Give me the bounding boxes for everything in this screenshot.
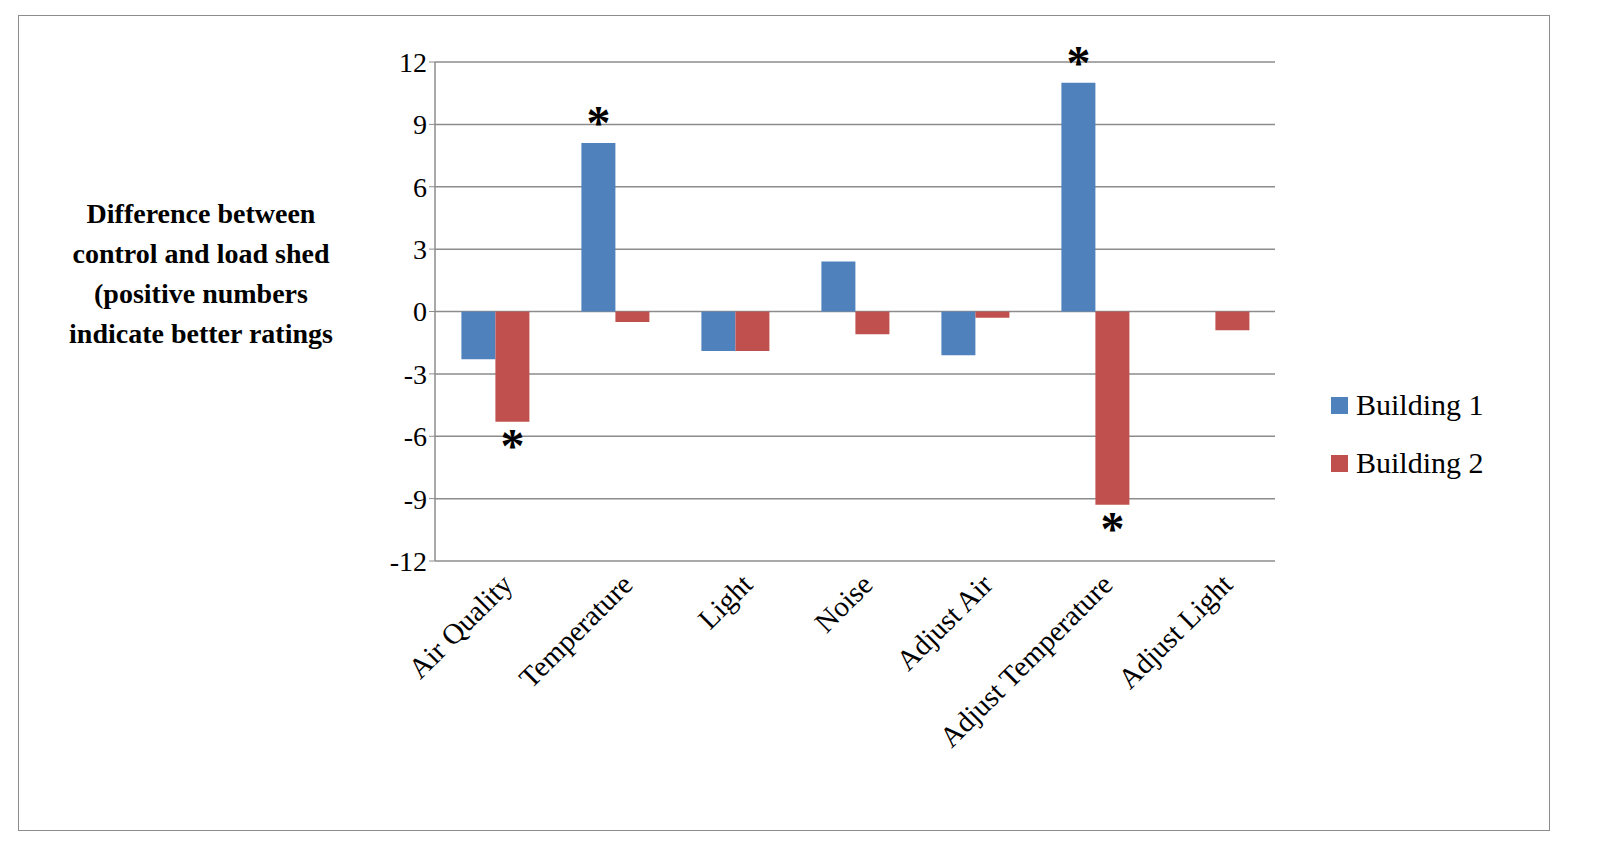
svg-text:9: 9 <box>413 109 427 140</box>
svg-text:-12: -12 <box>390 546 427 577</box>
svg-text:*: * <box>586 96 610 149</box>
svg-text:Adjust Temperature: Adjust Temperature <box>933 568 1118 753</box>
svg-text:Temperature: Temperature <box>513 568 639 694</box>
svg-text:12: 12 <box>399 47 427 78</box>
svg-text:-9: -9 <box>404 484 427 515</box>
svg-text:-6: -6 <box>404 421 427 452</box>
html-text:Building 2: Building 2 <box>1356 446 1484 479</box>
svg-text:6: 6 <box>413 172 427 203</box>
svg-text:3: 3 <box>413 234 427 265</box>
svg-text:0: 0 <box>413 296 427 327</box>
svg-text:Noise: Noise <box>808 568 878 638</box>
html-text:Difference between control and: Difference between control and load shed… <box>69 198 333 349</box>
svg-text:*: * <box>500 419 524 472</box>
svg-text:*: * <box>1066 36 1090 89</box>
html-text:Building 1: Building 1 <box>1356 388 1484 421</box>
svg-text:Air Quality: Air Quality <box>402 568 519 685</box>
svg-text:*: * <box>1100 502 1124 555</box>
svg-text:-3: -3 <box>404 359 427 390</box>
svg-text:Adjust Light: Adjust Light <box>1112 568 1239 695</box>
svg-text:Light: Light <box>691 568 758 635</box>
svg-text:Adjust Air: Adjust Air <box>890 568 999 677</box>
